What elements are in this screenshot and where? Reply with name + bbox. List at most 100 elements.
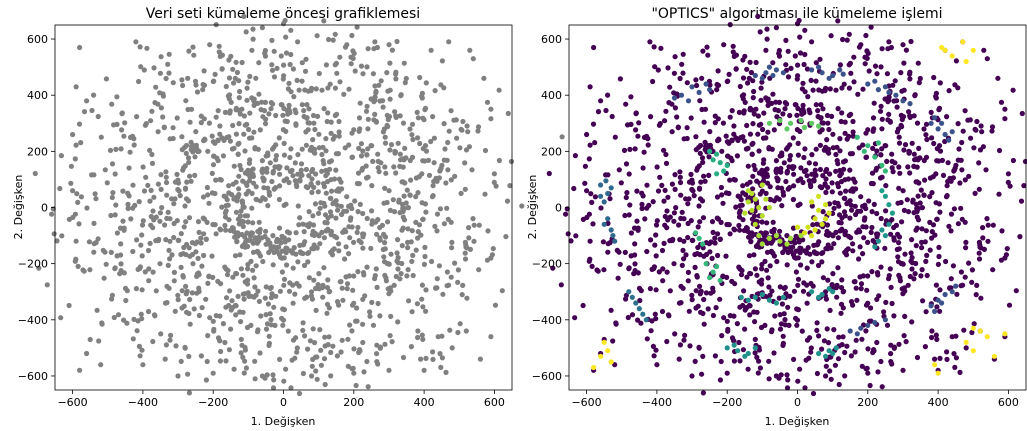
- data-point: [209, 170, 215, 176]
- data-point: [73, 84, 79, 90]
- noise-point: [586, 258, 592, 264]
- data-point: [395, 140, 401, 146]
- cluster-point: [882, 168, 889, 174]
- x-tick-label: 600: [998, 396, 1019, 409]
- noise-point: [783, 291, 789, 297]
- data-point: [227, 288, 233, 294]
- data-point: [264, 169, 270, 175]
- data-point: [393, 76, 399, 82]
- data-point: [372, 83, 378, 89]
- data-point: [378, 160, 384, 166]
- data-point: [95, 113, 101, 120]
- data-point: [401, 60, 407, 66]
- data-point: [318, 347, 324, 353]
- data-point: [142, 122, 148, 128]
- data-point: [322, 381, 328, 388]
- data-point: [377, 313, 383, 319]
- noise-point: [844, 343, 850, 349]
- data-point: [232, 75, 238, 81]
- noise-point: [600, 239, 607, 245]
- data-point: [259, 158, 265, 164]
- noise-point: [794, 317, 801, 323]
- data-point: [428, 138, 434, 145]
- noise-point: [898, 260, 904, 267]
- data-point: [446, 128, 452, 134]
- noise-point: [937, 209, 943, 215]
- data-point: [260, 166, 266, 172]
- noise-point: [936, 253, 942, 260]
- noise-point: [736, 339, 742, 346]
- noise-point: [794, 112, 800, 118]
- noise-point: [681, 256, 687, 262]
- noise-point: [749, 233, 755, 239]
- noise-point: [685, 234, 691, 241]
- noise-point: [792, 102, 798, 108]
- scatter-panel-optics: "OPTICS" algoritması ile kümeleme işlemi…: [526, 6, 1027, 428]
- data-point: [386, 188, 392, 194]
- data-point: [236, 95, 242, 101]
- noise-point: [976, 256, 983, 262]
- data-point: [185, 75, 191, 81]
- noise-point: [731, 338, 737, 344]
- cluster-point: [773, 300, 780, 306]
- noise-point: [612, 134, 618, 140]
- data-point: [126, 193, 132, 199]
- noise-point: [677, 174, 683, 180]
- data-point: [93, 196, 99, 202]
- data-point: [382, 240, 388, 246]
- data-point: [155, 237, 161, 244]
- data-point: [198, 240, 204, 246]
- data-point: [180, 82, 186, 89]
- noise-point: [891, 313, 897, 319]
- noise-point: [860, 273, 866, 279]
- noise-point: [905, 209, 912, 215]
- data-point: [112, 171, 118, 177]
- data-point: [283, 366, 289, 372]
- noise-point: [736, 109, 743, 115]
- noise-point: [948, 211, 955, 217]
- noise-point: [888, 351, 894, 357]
- noise-point: [737, 304, 743, 310]
- data-point: [382, 185, 388, 191]
- noise-point: [762, 322, 768, 328]
- noise-point: [804, 300, 810, 306]
- data-point: [144, 45, 150, 51]
- noise-point: [685, 278, 691, 284]
- cluster-point: [939, 120, 945, 126]
- noise-point: [911, 276, 917, 282]
- data-point: [316, 131, 322, 137]
- noise-point: [929, 235, 935, 241]
- noise-point: [712, 113, 718, 119]
- noise-point: [745, 228, 751, 234]
- noise-point: [1010, 87, 1016, 93]
- data-point: [145, 182, 151, 188]
- data-point: [419, 171, 425, 177]
- data-point: [314, 354, 320, 360]
- noise-point: [1004, 246, 1010, 252]
- data-point: [335, 207, 341, 213]
- data-point: [201, 82, 208, 88]
- cluster-point: [939, 44, 945, 51]
- data-point: [135, 318, 141, 324]
- data-point: [239, 59, 245, 66]
- cluster-point: [875, 238, 882, 244]
- data-point: [327, 209, 334, 215]
- data-point: [329, 188, 335, 194]
- noise-point: [996, 191, 1002, 197]
- data-point: [382, 134, 388, 140]
- noise-point: [886, 276, 892, 282]
- data-point: [441, 221, 447, 227]
- data-point: [177, 193, 183, 199]
- data-point: [297, 215, 303, 221]
- data-point: [355, 224, 361, 231]
- noise-point: [922, 239, 928, 245]
- data-point: [231, 80, 237, 86]
- noise-point: [934, 158, 940, 164]
- data-point: [108, 212, 114, 219]
- data-point: [170, 80, 176, 86]
- data-point: [160, 114, 166, 120]
- data-point: [77, 367, 83, 373]
- noise-point: [719, 148, 725, 154]
- noise-point: [868, 305, 874, 311]
- data-point: [281, 378, 287, 384]
